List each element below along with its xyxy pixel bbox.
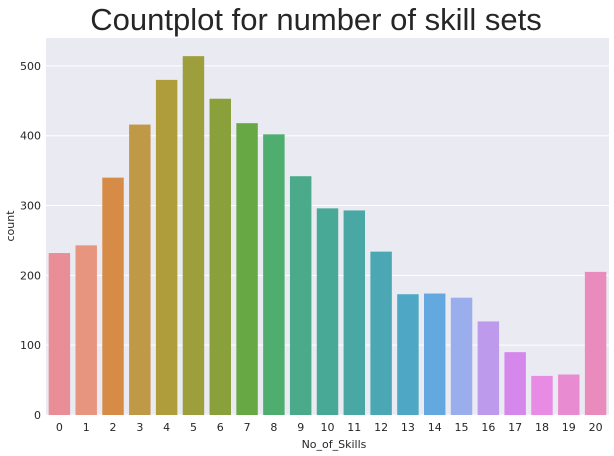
x-tick-label: 19	[562, 421, 576, 434]
x-tick-label: 1	[83, 421, 90, 434]
x-tick-label: 12	[374, 421, 388, 434]
bar-3	[129, 124, 151, 415]
bar-5	[182, 56, 205, 415]
y-tick-label: 500	[20, 60, 41, 73]
x-tick-label: 3	[136, 421, 143, 434]
bar-7	[236, 123, 258, 415]
x-tick-labels: 0 1 2 3 4 5 6 7 8 9 10 11 12 13 14 15 16 17 18 19 20	[56, 421, 603, 434]
bar-16	[477, 321, 500, 415]
bar-17	[504, 352, 526, 415]
x-tick-label: 7	[244, 421, 251, 434]
bar-1	[75, 245, 97, 415]
chart-title: Countplot for number of skill sets	[90, 2, 541, 37]
bars	[48, 56, 607, 415]
y-tick-label: 300	[20, 200, 41, 213]
bar-12	[370, 251, 392, 415]
y-tick-label: 400	[20, 130, 41, 143]
x-tick-label: 8	[270, 421, 277, 434]
x-tick-label: 0	[56, 421, 63, 434]
bar-20	[584, 271, 607, 415]
x-tick-label: 18	[535, 421, 549, 434]
bar-11	[343, 210, 366, 415]
bar-15	[450, 297, 473, 415]
x-tick-label: 13	[401, 421, 415, 434]
x-tick-label: 14	[428, 421, 442, 434]
x-tick-label: 5	[190, 421, 197, 434]
x-tick-label: 15	[455, 421, 469, 434]
x-tick-label: 20	[589, 421, 603, 434]
y-axis-label: count	[4, 210, 17, 242]
x-tick-label: 9	[297, 421, 304, 434]
bar-0	[48, 253, 71, 415]
bar-8	[263, 134, 285, 415]
x-tick-label: 6	[217, 421, 224, 434]
bar-14	[424, 293, 446, 415]
x-tick-label: 16	[481, 421, 495, 434]
x-axis-label: No_of_Skills	[302, 438, 367, 451]
x-tick-label: 2	[110, 421, 117, 434]
bar-9	[289, 176, 312, 415]
x-tick-label: 11	[347, 421, 361, 434]
bar-19	[558, 374, 580, 415]
bar-10	[316, 208, 339, 415]
bar-6	[209, 98, 231, 415]
bar-2	[102, 177, 124, 415]
y-tick-label: 200	[20, 269, 41, 282]
y-tick-label: 0	[34, 409, 41, 422]
x-tick-label: 10	[321, 421, 335, 434]
x-tick-label: 4	[163, 421, 170, 434]
bar-18	[531, 375, 553, 415]
bar-13	[397, 294, 419, 415]
y-tick-labels: 0 100 200 300 400 500	[20, 60, 41, 422]
x-tick-label: 17	[508, 421, 522, 434]
bar-4	[155, 79, 178, 415]
y-tick-label: 100	[20, 339, 41, 352]
